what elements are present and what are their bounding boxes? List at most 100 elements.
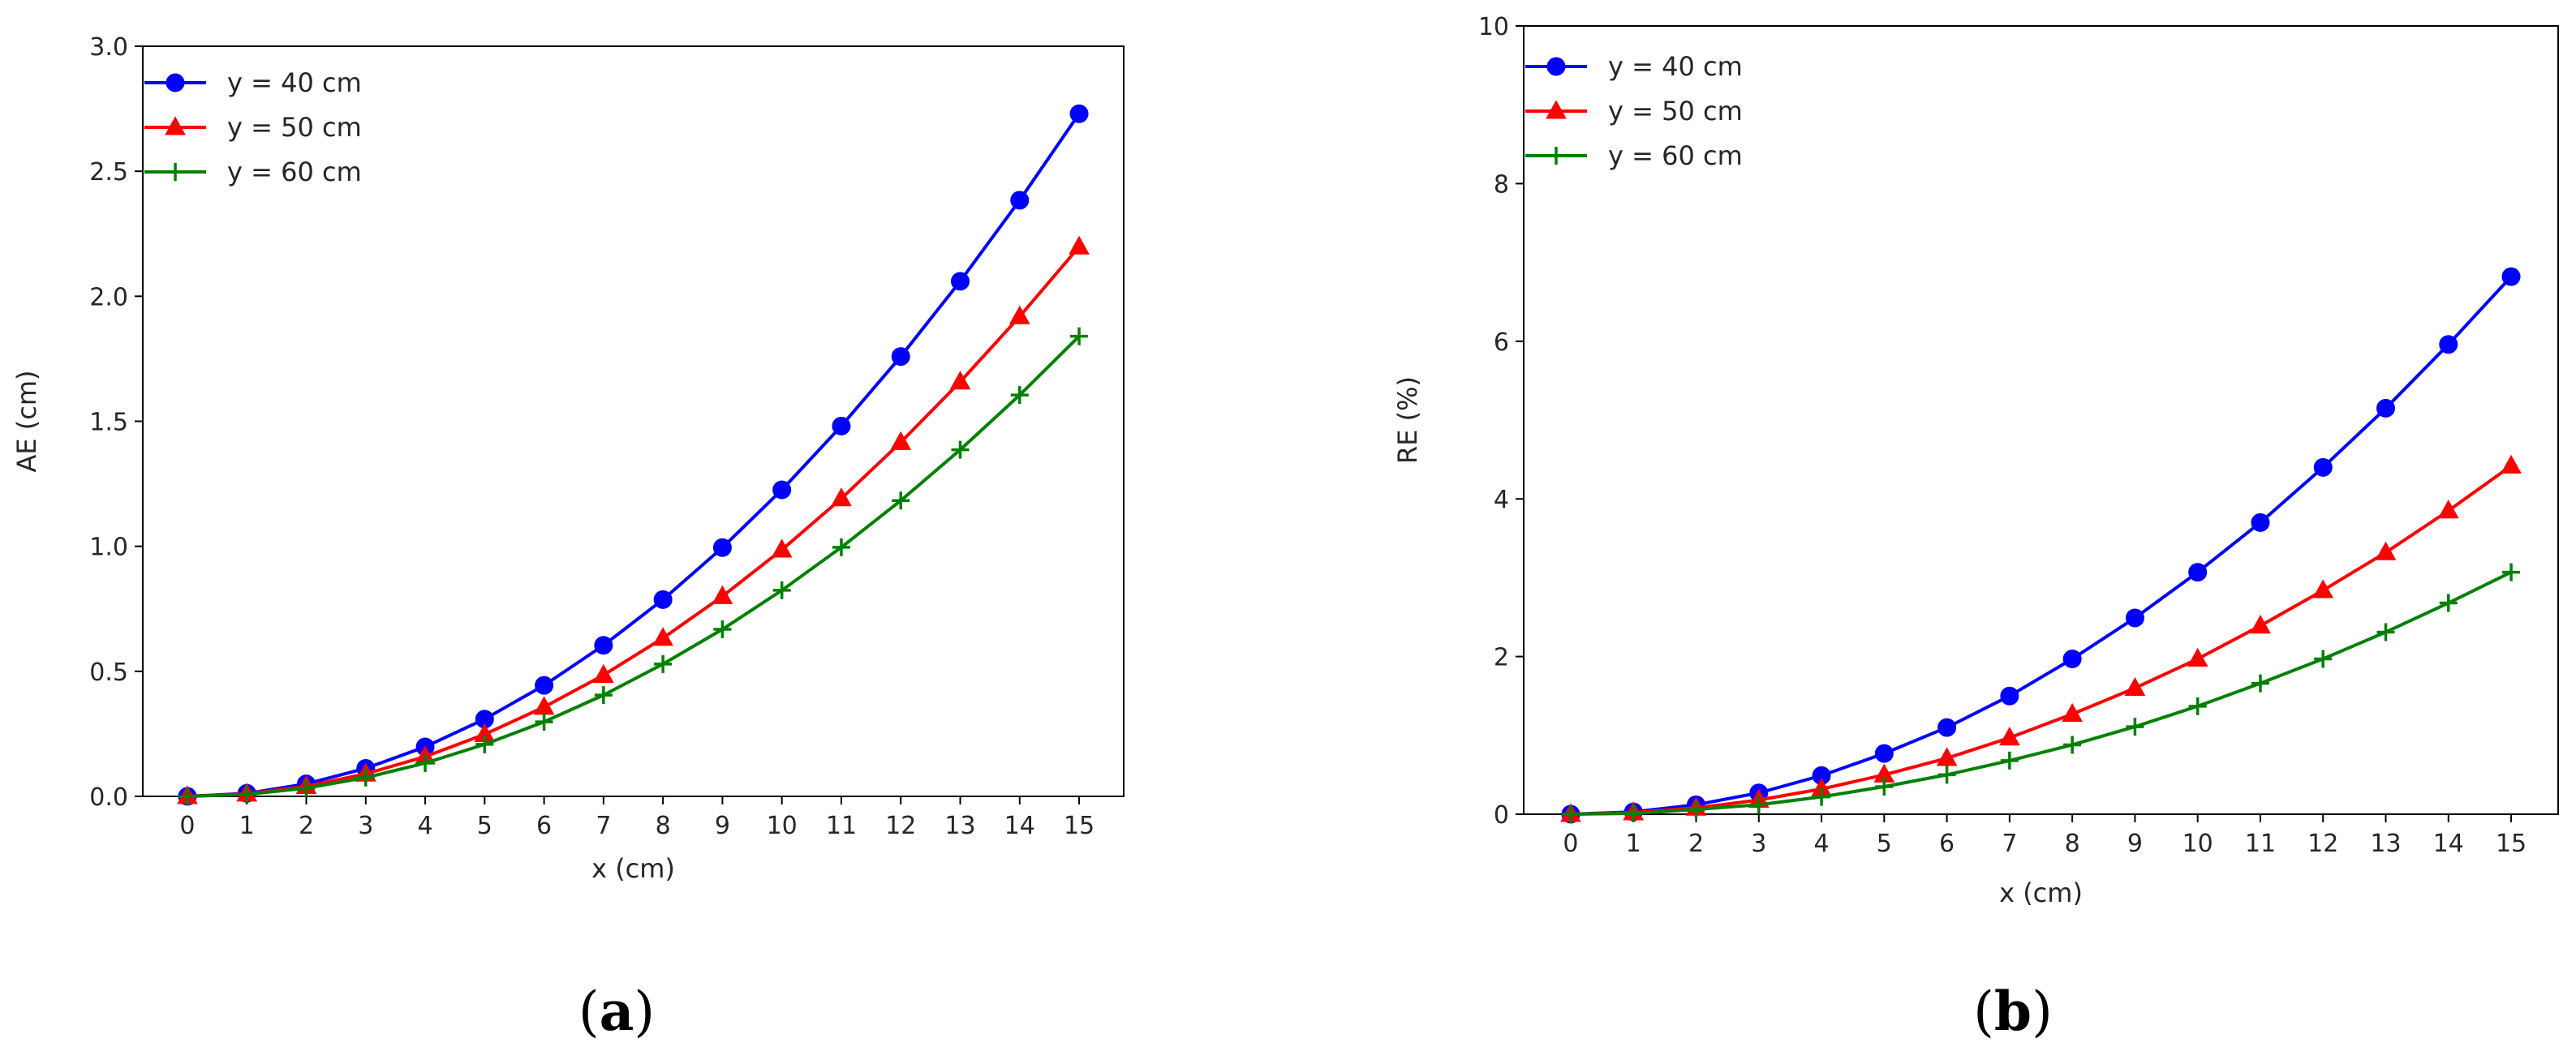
x-axis-label: x (cm) — [1999, 877, 2083, 908]
data-point — [2501, 454, 2522, 474]
series-line — [187, 113, 1081, 798]
x-tick-label: 15 — [1064, 812, 1094, 840]
data-point — [1008, 305, 1030, 324]
data-point — [2000, 686, 2019, 706]
data-point — [712, 585, 733, 604]
data-point — [2312, 579, 2334, 598]
legend: y = 40 cm y = 50 cm y = 60 cm — [1525, 51, 1743, 171]
x-tick-label: 9 — [2127, 830, 2143, 858]
data-point — [238, 785, 256, 804]
data-point — [2062, 702, 2083, 723]
data-point — [2437, 500, 2459, 519]
x-tick-label: 2 — [299, 812, 314, 840]
data-point — [1937, 766, 1956, 784]
legend-marker — [1546, 57, 1566, 76]
legend-marker — [1546, 100, 1567, 119]
series-1 — [1561, 267, 2521, 824]
data-point — [1687, 800, 1705, 819]
series-line — [1570, 464, 2513, 816]
x-tick-label: 6 — [536, 812, 552, 840]
y-tick-label: 0.5 — [89, 658, 128, 687]
x-tick-label: 8 — [2065, 830, 2080, 858]
data-point — [535, 713, 553, 731]
legend: y = 40 cm y = 50 cm y = 60 cm — [144, 67, 362, 187]
data-point — [1936, 747, 1958, 766]
x-tick-label: 15 — [2496, 830, 2527, 858]
y-tick-label: 1.0 — [89, 534, 128, 562]
legend-marker — [165, 116, 186, 135]
data-point — [593, 663, 614, 683]
series-2 — [1560, 454, 2522, 822]
y-tick-label: 6 — [1494, 328, 1509, 357]
data-point — [2188, 563, 2208, 582]
legend-label: y = 50 cm — [1608, 96, 1743, 127]
data-point — [1070, 327, 1089, 345]
x-tick-label: 11 — [826, 812, 857, 840]
y-tick-label: 2 — [1494, 644, 1509, 672]
panel-label: (a) — [578, 980, 655, 1043]
series-line — [187, 245, 1081, 798]
data-point — [2250, 615, 2271, 634]
x-tick-label: 3 — [358, 812, 373, 840]
legend-label: y = 60 cm — [1608, 140, 1743, 171]
series-line — [1570, 275, 2513, 816]
x-tick-label: 3 — [1751, 830, 1766, 858]
panel-label: (b) — [1973, 980, 2053, 1043]
y-tick-label: 0 — [1494, 801, 1509, 830]
data-point — [949, 371, 971, 390]
legend-label: y = 40 cm — [227, 67, 362, 98]
data-point — [2126, 718, 2144, 736]
data-point — [475, 735, 494, 753]
x-tick-label: 7 — [596, 812, 611, 840]
x-tick-label: 14 — [1004, 812, 1035, 840]
data-point — [713, 620, 732, 639]
panel-letter: a — [600, 980, 634, 1043]
data-point — [2375, 541, 2397, 560]
x-tick-label: 0 — [1563, 830, 1578, 858]
x-tick-label: 10 — [767, 812, 798, 840]
series-line — [187, 335, 1081, 798]
data-point — [2314, 650, 2333, 668]
data-point — [2251, 513, 2270, 532]
data-point — [535, 676, 554, 695]
data-point — [2502, 563, 2521, 581]
panel-letter: b — [1994, 980, 2032, 1043]
y-tick-label: 1.5 — [89, 409, 128, 437]
data-point — [2313, 457, 2333, 477]
data-point — [1624, 804, 1643, 823]
x-tick-label: 13 — [2370, 830, 2401, 858]
data-point — [1069, 104, 1089, 123]
legend-marker — [166, 73, 185, 92]
data-point — [892, 491, 910, 510]
data-point — [1813, 787, 1831, 806]
legend-marker — [166, 163, 184, 181]
data-point — [1749, 796, 1768, 814]
data-point — [1010, 386, 1029, 405]
data-point — [832, 416, 851, 435]
data-point — [2501, 267, 2521, 286]
x-tick-label: 4 — [417, 812, 432, 840]
series-3 — [178, 327, 1089, 805]
x-axis-label: x (cm) — [591, 853, 675, 884]
data-point — [951, 440, 970, 459]
legend-marker — [1547, 147, 1565, 165]
y-tick-label: 8 — [1494, 170, 1509, 199]
legend-label: y = 60 cm — [227, 157, 362, 187]
data-point — [652, 627, 673, 646]
data-point — [2124, 676, 2146, 696]
legend-label: y = 40 cm — [1608, 51, 1743, 82]
data-point — [2439, 594, 2458, 612]
data-point — [594, 686, 613, 705]
x-tick-label: 7 — [2002, 830, 2017, 858]
data-point — [772, 480, 792, 500]
plot-frame — [1523, 25, 2559, 815]
data-point — [1561, 805, 1580, 823]
data-point — [771, 538, 793, 558]
x-tick-label: 8 — [656, 812, 671, 840]
data-point — [654, 654, 673, 673]
series-line — [1570, 570, 2512, 816]
data-point — [416, 753, 435, 772]
y-tick-label: 4 — [1494, 486, 1509, 514]
data-point — [1010, 191, 1030, 210]
